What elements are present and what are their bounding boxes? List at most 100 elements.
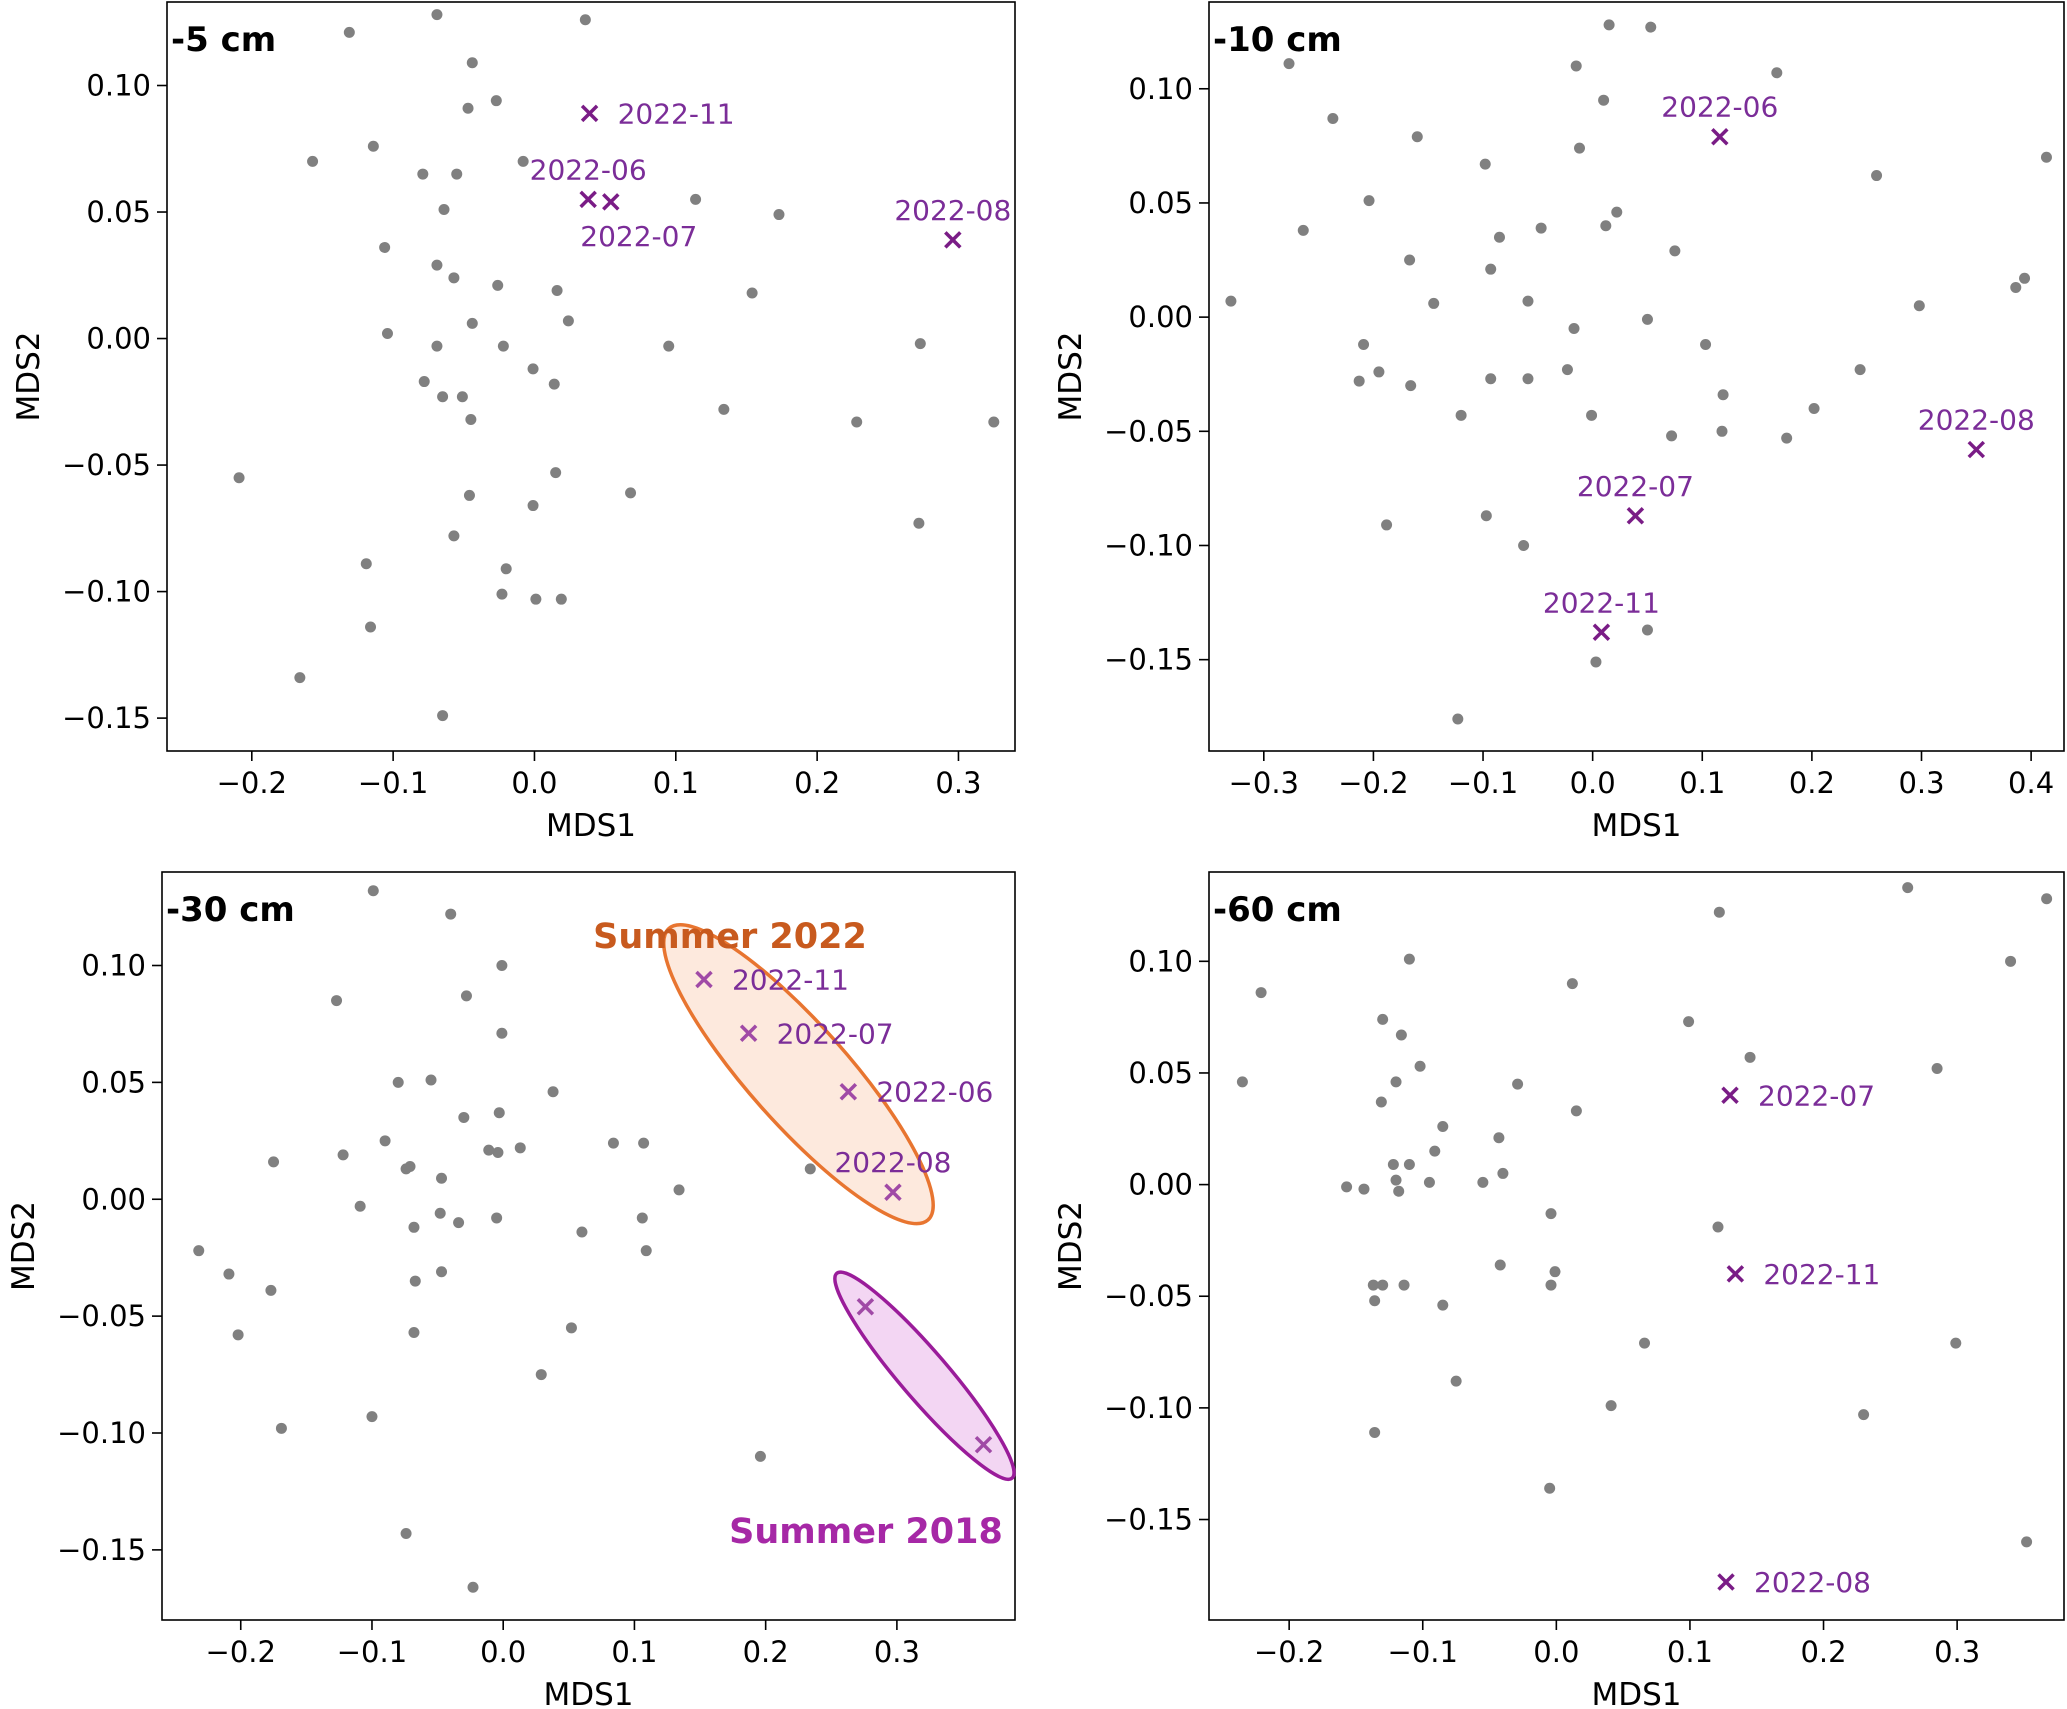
data-point (431, 259, 443, 271)
data-point (496, 960, 508, 971)
data-point (527, 500, 539, 512)
data-point (337, 1149, 349, 1161)
x-tick-label: 0.3 (874, 1635, 920, 1669)
data-point (1450, 1375, 1462, 1387)
data-point (1950, 1337, 1962, 1349)
x-tick-label: 0.3 (935, 766, 981, 800)
data-point (431, 9, 443, 21)
data-point (367, 885, 379, 897)
highlight-label: 2022-08 (834, 1146, 951, 1179)
data-point (497, 340, 509, 352)
highlight-label: 2022-08 (894, 194, 1011, 227)
data-point (1494, 1259, 1506, 1271)
data-point (1586, 409, 1598, 421)
y-tick-label: 0.00 (1128, 300, 1193, 334)
data-point (1902, 882, 1914, 894)
plot-frame (161, 871, 1016, 1621)
x-tick-label: 0.3 (1934, 1635, 1980, 1669)
data-point (465, 414, 477, 426)
data-point (673, 1184, 685, 1196)
data-point (466, 57, 478, 69)
data-point (1717, 389, 1729, 401)
data-point (1404, 254, 1416, 266)
data-point (1544, 1482, 1556, 1494)
x-tick-label: −0.2 (217, 766, 287, 800)
data-point (638, 1137, 650, 1149)
data-point (458, 1111, 470, 1123)
highlight-marker (1626, 507, 1645, 525)
x-tick-label: −0.2 (1338, 766, 1408, 800)
data-point (1411, 131, 1423, 143)
x-tick-label: 0.2 (1800, 1635, 1846, 1669)
data-point (517, 155, 529, 167)
data-point (492, 279, 504, 291)
x-tick-label: 0.1 (653, 766, 699, 800)
highlight-marker (944, 231, 962, 249)
data-point (223, 1268, 235, 1280)
data-point (527, 363, 539, 375)
highlight-label: 2022-11 (1543, 586, 1660, 619)
data-point (1518, 539, 1530, 551)
data-point (1645, 21, 1657, 33)
highlight-label: 2022-07 (1577, 470, 1694, 503)
data-point (2040, 151, 2052, 163)
data-point (804, 1163, 816, 1175)
y-tick-label: −0.15 (57, 1533, 146, 1567)
data-point (1428, 297, 1440, 309)
data-point (343, 26, 355, 38)
data-point (636, 1212, 648, 1224)
group-ellipse (833, 1270, 1016, 1482)
data-point (331, 995, 343, 1007)
highlight-marker (1726, 1265, 1745, 1283)
data-point (988, 416, 1000, 428)
highlight-marker (1711, 127, 1729, 146)
data-point (625, 487, 637, 499)
x-axis-label: MDS1 (1591, 1677, 1681, 1709)
data-point (547, 1086, 559, 1098)
data-point (576, 1226, 588, 1238)
data-point (392, 1076, 404, 1088)
data-point (2010, 281, 2022, 293)
data-point (1535, 222, 1547, 234)
highlight-label: 2022-07 (1758, 1079, 1875, 1112)
data-point (1429, 1145, 1441, 1157)
highlight-marker (1592, 623, 1611, 641)
y-tick-label: 0.05 (1128, 186, 1193, 220)
data-point (1479, 158, 1491, 170)
y-axis-label: MDS2 (1053, 1201, 1089, 1291)
panel-10cm: −0.3 −0.2 −0.1 0.0 0.1 0.2 0.3 0.4 −0.15 −0.10 −0.… (1053, 1, 2065, 844)
data-point (1414, 1060, 1426, 1072)
data-point (1405, 380, 1417, 392)
data-point (1611, 206, 1623, 218)
data-point (1549, 1266, 1561, 1278)
y-tick-label: −0.05 (57, 1299, 146, 1333)
highlight-marker (602, 193, 620, 211)
data-point (436, 1172, 448, 1184)
data-point (1398, 1279, 1410, 1291)
data-point (2021, 1536, 2033, 1548)
data-point (1522, 373, 1534, 385)
y-tick-label: 0.05 (81, 1065, 146, 1099)
data-point (463, 489, 475, 501)
x-tick-label: 0.0 (480, 1635, 526, 1669)
data-point (1871, 170, 1883, 182)
data-point (1858, 1409, 1870, 1421)
data-point (451, 168, 463, 180)
highlight-marker (884, 1183, 902, 1201)
data-point (466, 317, 478, 329)
data-point (193, 1245, 205, 1257)
data-point (381, 327, 393, 339)
x-axis-label: MDS1 (543, 1677, 633, 1709)
data-point (496, 588, 508, 600)
data-point (913, 517, 925, 529)
y-tick-label: 0.00 (81, 1182, 146, 1216)
data-point (456, 391, 468, 403)
data-point (265, 1284, 277, 1296)
data-point (1598, 94, 1610, 106)
y-tick-label: −0.10 (62, 575, 151, 609)
y-tick-label: −0.05 (1104, 1279, 1193, 1313)
data-point (1390, 1174, 1402, 1186)
x-axis-label: MDS1 (1591, 808, 1681, 844)
y-tick-label: 0.00 (86, 322, 151, 356)
data-point (491, 1212, 503, 1224)
